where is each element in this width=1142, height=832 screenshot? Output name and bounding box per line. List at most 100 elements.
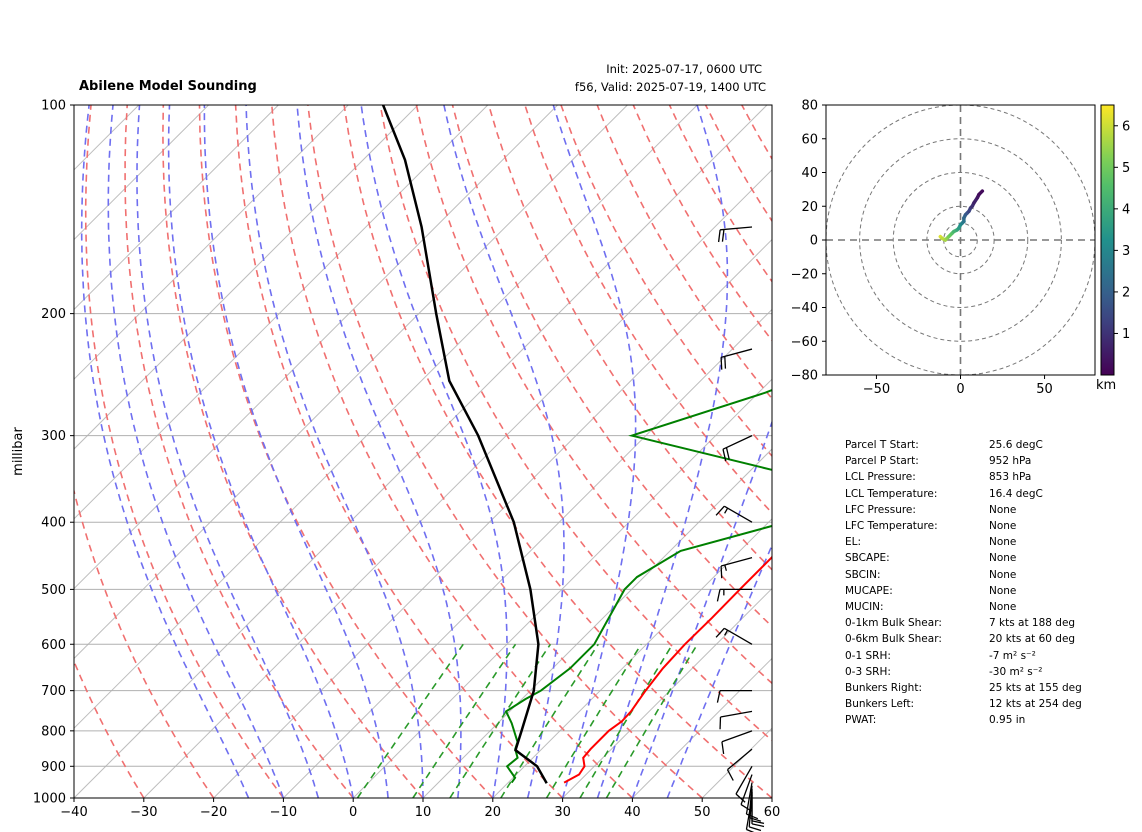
dry-adiabat bbox=[487, 105, 772, 571]
parcel-profile bbox=[381, 105, 548, 784]
y-tick-label: 300 bbox=[41, 429, 66, 444]
moist-adiabat bbox=[443, 105, 565, 798]
barb-feather bbox=[725, 447, 730, 460]
wind-barb bbox=[721, 730, 753, 755]
wind-barb bbox=[751, 788, 765, 825]
barb-feather bbox=[720, 565, 723, 579]
skew-t-plot-area bbox=[74, 105, 772, 798]
isotherm bbox=[74, 105, 489, 520]
dry-adiabat bbox=[560, 105, 772, 458]
mixing-ratio-line bbox=[605, 643, 699, 798]
dry-adiabat bbox=[74, 487, 215, 798]
moist-adiabat bbox=[596, 105, 729, 798]
stat-row: 0-1 SRH: -7 m² s⁻² bbox=[845, 648, 1109, 664]
stat-value: None bbox=[989, 552, 1017, 565]
barb-staff bbox=[720, 348, 753, 358]
y-tick-label: 1000 bbox=[33, 792, 66, 807]
stat-value: 25.6 degC bbox=[989, 439, 1043, 451]
colorbar-tick-label: 6 bbox=[1122, 119, 1130, 134]
valid-time: f56, Valid: 2025-07-19, 1400 UTC bbox=[574, 80, 766, 94]
stat-row: 0-3 SRH: -30 m² s⁻² bbox=[845, 664, 1109, 680]
isotherm bbox=[143, 169, 772, 798]
stat-value: None bbox=[989, 536, 1017, 549]
moist-adiabat bbox=[80, 105, 250, 798]
isotherm bbox=[74, 105, 279, 311]
barb-staff bbox=[723, 505, 753, 523]
hodo-x-tick-label: −50 bbox=[863, 382, 890, 397]
dry-adiabat bbox=[162, 105, 424, 798]
barb-staff bbox=[735, 765, 753, 795]
stat-label: MUCAPE: bbox=[845, 584, 893, 597]
stat-value: -7 m² s⁻² bbox=[989, 649, 1036, 662]
stat-row: Parcel P Start: 952 hPa bbox=[845, 453, 1109, 469]
y-tick-label: 900 bbox=[41, 760, 66, 775]
dry-adiabat bbox=[271, 105, 633, 798]
moist-adiabat bbox=[203, 105, 389, 798]
isotherm bbox=[632, 657, 772, 798]
stat-label: MUCIN: bbox=[845, 601, 884, 614]
barb-half-feather bbox=[724, 564, 727, 571]
stat-row: LCL Pressure: 853 hPa bbox=[845, 469, 1109, 485]
mixing-ratio-line bbox=[500, 643, 599, 798]
barb-feather bbox=[724, 356, 727, 369]
colorbar-tick-label: 1 bbox=[1122, 327, 1130, 342]
stat-label: LFC Temperature: bbox=[845, 520, 938, 533]
barb-staff bbox=[748, 785, 753, 818]
temperature-profile bbox=[563, 555, 772, 784]
barb-staff bbox=[720, 710, 753, 718]
barb-feather bbox=[726, 769, 734, 781]
x-tick-label: −10 bbox=[270, 805, 297, 820]
mixing-ratio-line bbox=[449, 643, 552, 798]
stat-row: Bunkers Left: 12 kts at 254 deg bbox=[845, 696, 1109, 712]
isotherm bbox=[74, 105, 698, 729]
dry-adiabat bbox=[307, 105, 703, 798]
hodograph-area bbox=[826, 105, 1095, 375]
isotherm bbox=[74, 105, 419, 450]
barb-feather bbox=[722, 449, 727, 462]
stat-value: 16.4 degC bbox=[989, 487, 1043, 500]
isotherm bbox=[562, 587, 772, 798]
hodograph-ring bbox=[859, 138, 1062, 342]
stat-row: LFC Temperature: None bbox=[845, 518, 1109, 534]
barb-feather bbox=[746, 813, 759, 820]
barb-feather bbox=[735, 793, 746, 803]
stat-row: LFC Pressure: None bbox=[845, 502, 1109, 518]
isotherm bbox=[283, 308, 772, 798]
moist-adiabat bbox=[167, 105, 354, 798]
stat-row: LCL Temperature: 16.4 degC bbox=[845, 486, 1109, 502]
stat-row: SBCAPE: None bbox=[845, 550, 1109, 566]
stat-row: Parcel T Start: 25.6 degC bbox=[845, 437, 1109, 453]
wind-barb bbox=[720, 557, 753, 579]
barb-staff bbox=[720, 557, 753, 567]
barb-feather bbox=[716, 589, 721, 602]
colorbar-label: km bbox=[1096, 378, 1116, 393]
barb-staff bbox=[722, 435, 753, 450]
hodo-y-tick-label: −60 bbox=[791, 335, 818, 350]
stat-label: LCL Pressure: bbox=[845, 471, 916, 484]
y-tick-label: 100 bbox=[41, 99, 66, 114]
dry-adiabat bbox=[124, 105, 354, 798]
hodo-x-tick-label: 50 bbox=[1036, 382, 1053, 397]
barb-feather bbox=[749, 826, 762, 832]
stat-value: None bbox=[989, 503, 1017, 516]
stat-value: None bbox=[989, 568, 1017, 581]
isotherm bbox=[74, 105, 768, 798]
x-tick-label: 0 bbox=[349, 805, 357, 820]
stat-row: Bunkers Right: 25 kts at 155 deg bbox=[845, 680, 1109, 696]
stat-label: LFC Pressure: bbox=[845, 503, 916, 516]
barb-feather bbox=[715, 505, 725, 516]
stat-label: Parcel P Start: bbox=[845, 455, 919, 468]
barb-feather bbox=[716, 690, 721, 703]
wind-barb bbox=[726, 748, 753, 781]
y-tick-label: 500 bbox=[41, 583, 66, 598]
barb-feather bbox=[751, 823, 765, 828]
moist-adiabat bbox=[245, 105, 424, 798]
sounding-stats: Parcel T Start: 25.6 degC Parcel P Start: 9… bbox=[845, 437, 1109, 729]
stat-row: SBCIN: None bbox=[845, 567, 1109, 583]
colorbar-tick-label: 4 bbox=[1122, 202, 1130, 217]
moist-adiabat bbox=[296, 105, 462, 798]
stat-label: EL: bbox=[845, 536, 862, 549]
moist-adiabat bbox=[552, 105, 637, 798]
x-tick-label: 40 bbox=[624, 805, 641, 820]
x-tick-label: −20 bbox=[200, 805, 227, 820]
